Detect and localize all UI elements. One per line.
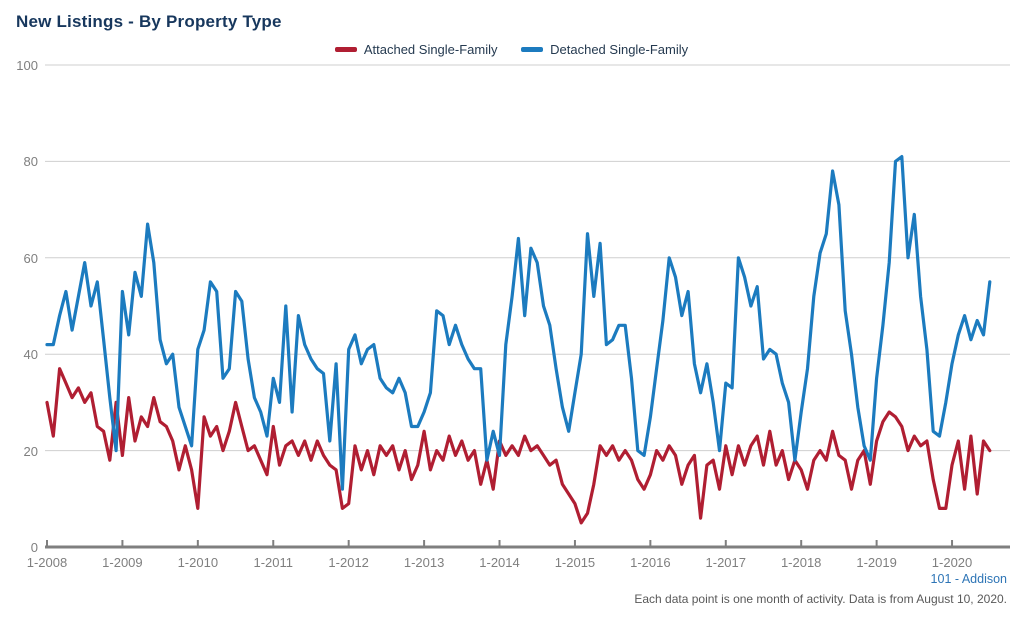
y-tick-label: 80 <box>23 154 38 170</box>
y-tick-label: 60 <box>23 250 38 266</box>
legend-swatch-attached <box>334 47 357 52</box>
x-tick-label: 1-2017 <box>705 555 746 570</box>
x-tick-label: 1-2011 <box>253 555 293 570</box>
legend-label-detached: Detached Single-Family <box>550 42 689 57</box>
y-tick-label: 40 <box>23 347 38 363</box>
x-tick-label: 1-2013 <box>403 555 445 570</box>
y-tick-label: 0 <box>30 540 38 555</box>
x-tick-label: 1-2009 <box>102 555 143 570</box>
legend-label-attached: Attached Single-Family <box>363 42 498 57</box>
detached-series-line <box>45 155 992 491</box>
x-tick-label: 1-2015 <box>554 555 596 570</box>
x-tick-label: 1-2018 <box>780 555 822 570</box>
x-tick-label: 1-2019 <box>856 555 897 570</box>
legend-item-attached: Attached Single-Family <box>334 42 498 57</box>
legend-swatch-detached <box>521 47 544 52</box>
location-link[interactable]: 101 - Addison <box>930 572 1007 586</box>
x-tick-label: 1-2016 <box>630 555 671 570</box>
legend-item-detached: Detached Single-Family <box>521 42 688 57</box>
x-tick-label: 1-2012 <box>328 555 369 570</box>
gridlines <box>45 64 1010 452</box>
y-tick-label: 100 <box>16 58 38 73</box>
x-tick-label: 1-2010 <box>177 555 219 570</box>
x-tick-label: 1-2008 <box>26 555 68 570</box>
footnote: Each data point is one month of activity… <box>634 592 1007 606</box>
attached-series-line <box>45 367 992 525</box>
x-tick-label: 1-2020 <box>931 555 973 570</box>
chart-legend: Attached Single-Family Detached Single-F… <box>0 40 1023 57</box>
y-tick-label: 20 <box>23 443 38 459</box>
chart-title: New Listings - By Property Type <box>16 12 282 31</box>
x-tick-label: 1-2014 <box>479 555 520 570</box>
